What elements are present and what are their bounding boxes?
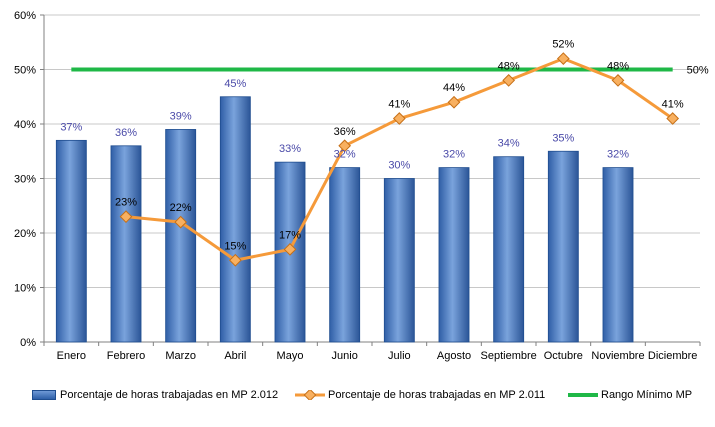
y-tick-label: 0%: [20, 337, 36, 349]
line-data-label: 15%: [224, 240, 246, 252]
bar: [493, 156, 525, 343]
bar-data-label: 33%: [279, 143, 301, 155]
bar: [165, 129, 197, 343]
y-tick-label: 50%: [14, 65, 36, 77]
bar-data-label: 45%: [224, 78, 246, 90]
line-marker: [666, 112, 680, 125]
bar: [55, 139, 87, 343]
y-tick-label: 60%: [14, 10, 36, 22]
bar-data-label: 30%: [388, 160, 410, 172]
bar-data-label: 32%: [607, 149, 629, 161]
bar-data-label: 34%: [498, 138, 520, 150]
y-tick-label: 20%: [14, 228, 36, 240]
line-marker: [174, 215, 188, 229]
line-series: [71, 52, 680, 267]
x-tick-label: Enero: [57, 350, 86, 362]
legend-label-rango: Rango Mínimo MP: [601, 389, 693, 401]
legend-item-2012: Porcentaje de horas trabajadas en MP 2.0…: [32, 384, 278, 406]
bar-data-label: 35%: [552, 132, 574, 144]
bar-data-label: 37%: [60, 121, 82, 133]
legend-line-marker-swatch: [295, 390, 325, 400]
line-marker: [502, 74, 516, 87]
x-tick-label: Mayo: [277, 350, 304, 362]
bar: [110, 145, 142, 343]
line-marker: [611, 74, 625, 87]
x-tick-label: Octubre: [544, 350, 583, 362]
line-marker: [447, 95, 461, 109]
line-data-label: 48%: [498, 60, 520, 72]
line-data-label: 48%: [607, 60, 629, 72]
legend-label-2011: Porcentaje de horas trabajadas en MP 2.0…: [328, 389, 546, 401]
line-data-label: 36%: [334, 126, 356, 138]
gridlines: [44, 14, 700, 343]
bar-data-label: 32%: [443, 149, 465, 161]
line-data-label: 23%: [115, 197, 137, 209]
line-data-label: 41%: [662, 99, 684, 111]
axes: 0% 10% 20% 30% 40% 50% 60% Enero Febrero Marzo Abr…: [14, 10, 701, 362]
line-marker: [556, 52, 570, 65]
line-marker: [228, 253, 242, 267]
threshold-data-label: 50%: [687, 65, 709, 77]
bar-data-label: 39%: [170, 110, 192, 122]
x-tick-label: Noviembre: [591, 350, 644, 362]
line-marker: [119, 210, 133, 224]
legend-label-2012: Porcentaje de horas trabajadas en MP 2.0…: [60, 389, 279, 401]
bar-data-label: 36%: [115, 127, 137, 139]
x-tick-label: Septiembre: [481, 350, 537, 362]
legend: Porcentaje de horas trabajadas en MP 2.0…: [0, 384, 715, 406]
legend-bar-swatch: [32, 390, 56, 400]
line-data-label: 17%: [279, 229, 301, 241]
bar: [219, 96, 251, 343]
legend-line-swatch: [568, 393, 598, 397]
bar: [602, 167, 634, 343]
y-tick-label: 40%: [14, 119, 36, 131]
y-tick-label: 30%: [14, 174, 36, 186]
legend-item-rango: Rango Mínimo MP: [568, 384, 692, 406]
data-labels: 37% 36% 39% 45% 33% 32% 30% 32% 34% 35% 32% 50% 23% 2…: [60, 39, 709, 253]
bar: [383, 178, 415, 343]
line-data-label: 41%: [388, 99, 410, 111]
legend-item-2011: Porcentaje de horas trabajadas en MP 2.0…: [295, 384, 545, 406]
line-marker: [338, 139, 352, 153]
x-tick-label: Diciembre: [648, 350, 698, 362]
bar: [547, 150, 579, 343]
line-data-label: 22%: [170, 202, 192, 214]
line-marker: [283, 242, 297, 256]
bar: [438, 167, 470, 343]
x-tick-label: Abril: [224, 350, 246, 362]
line-marker: [392, 112, 406, 125]
x-tick-label: Junio: [332, 350, 358, 362]
bar: [329, 167, 361, 343]
line-data-label: 44%: [443, 82, 465, 94]
x-tick-label: Marzo: [165, 350, 196, 362]
line-data-label: 52%: [552, 39, 574, 51]
bar-series: [55, 96, 634, 343]
x-tick-label: Febrero: [107, 350, 146, 362]
x-tick-label: Agosto: [437, 350, 471, 362]
y-tick-label: 10%: [14, 283, 36, 295]
bar-data-label: 32%: [334, 149, 356, 161]
x-tick-label: Julio: [388, 350, 411, 362]
